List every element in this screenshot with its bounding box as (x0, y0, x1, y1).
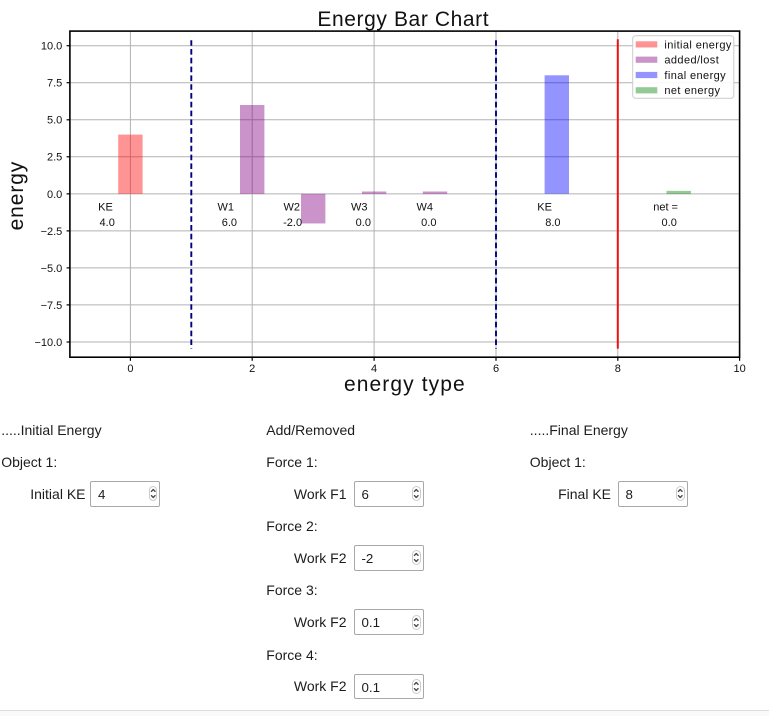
svg-text:KE: KE (537, 202, 552, 214)
svg-text:6: 6 (493, 363, 499, 375)
svg-text:4.0: 4.0 (100, 217, 115, 229)
svg-text:W3: W3 (351, 202, 368, 214)
svg-text:8.0: 8.0 (545, 217, 560, 229)
svg-text:0.0: 0.0 (662, 217, 677, 229)
svg-text:W2: W2 (284, 202, 301, 214)
svg-text:-2.0: -2.0 (283, 217, 302, 229)
svg-text:added/lost: added/lost (664, 55, 719, 67)
svg-text:initial energy: initial energy (664, 39, 731, 51)
svg-text:−7.5: −7.5 (41, 300, 63, 312)
svg-text:net =: net = (653, 202, 678, 214)
svg-text:−10.0: −10.0 (34, 337, 62, 349)
svg-text:W4: W4 (417, 202, 434, 214)
svg-text:8: 8 (615, 363, 621, 375)
svg-text:0.0: 0.0 (356, 217, 371, 229)
svg-text:7.5: 7.5 (47, 78, 62, 90)
svg-text:10: 10 (733, 363, 745, 375)
svg-text:2: 2 (249, 363, 255, 375)
svg-text:0.0: 0.0 (421, 217, 436, 229)
svg-text:Energy Bar Chart: Energy Bar Chart (317, 8, 489, 31)
svg-text:−5.0: −5.0 (41, 263, 63, 275)
svg-text:2.5: 2.5 (47, 152, 62, 164)
svg-text:0: 0 (127, 363, 133, 375)
svg-text:energy: energy (5, 161, 28, 231)
svg-text:0.0: 0.0 (47, 189, 62, 201)
svg-text:6.0: 6.0 (222, 217, 237, 229)
svg-text:W1: W1 (218, 202, 235, 214)
svg-text:5.0: 5.0 (47, 115, 62, 127)
svg-text:final energy: final energy (664, 70, 726, 82)
svg-text:−2.5: −2.5 (41, 226, 63, 238)
svg-text:net energy: net energy (664, 85, 720, 97)
svg-text:4: 4 (371, 363, 377, 375)
svg-text:energy type: energy type (344, 373, 466, 396)
svg-text:KE: KE (98, 202, 113, 214)
svg-text:10.0: 10.0 (41, 41, 62, 53)
